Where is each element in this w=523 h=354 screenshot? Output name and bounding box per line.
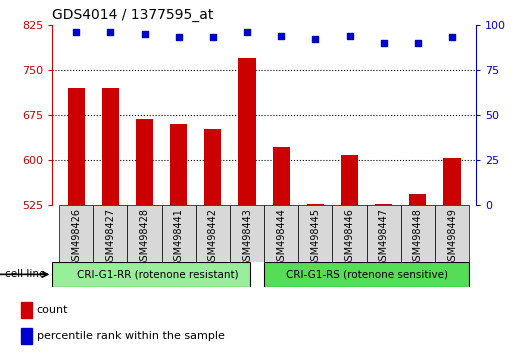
Bar [341,155,358,205]
Point [106,29,115,35]
Bar [333,205,367,262]
Point [345,33,354,39]
Text: GSM498426: GSM498426 [71,208,81,267]
Bar [238,58,256,205]
Bar [162,205,196,262]
Bar [375,204,392,205]
Text: GSM498428: GSM498428 [140,208,150,267]
Bar [367,205,401,262]
Point [448,35,456,40]
Text: GSM498448: GSM498448 [413,208,423,267]
Bar [20,328,31,344]
Text: GSM498449: GSM498449 [447,208,457,267]
Bar [204,129,221,205]
Text: CRI-G1-RS (rotenone sensitive): CRI-G1-RS (rotenone sensitive) [286,269,448,279]
Text: GSM498443: GSM498443 [242,208,252,267]
Text: percentile rank within the sample: percentile rank within the sample [37,331,224,341]
Bar [435,205,469,262]
Bar [230,205,264,262]
Point [209,35,217,40]
Text: CRI-G1-RR (rotenone resistant): CRI-G1-RR (rotenone resistant) [77,269,239,279]
Bar [136,119,153,205]
Bar [307,204,324,205]
Point [72,29,81,35]
Bar [52,262,251,287]
Bar [170,124,187,205]
Bar [264,262,469,287]
Point [311,36,320,42]
Bar [272,147,290,205]
Bar [102,88,119,205]
Text: cell line: cell line [5,269,46,279]
Text: GSM498427: GSM498427 [105,208,116,267]
Point [380,40,388,46]
Bar [128,205,162,262]
Text: GSM498447: GSM498447 [379,208,389,267]
Point [243,29,251,35]
Bar [93,205,128,262]
Point [175,35,183,40]
Text: GDS4014 / 1377595_at: GDS4014 / 1377595_at [52,8,214,22]
Bar [444,158,461,205]
Bar [264,205,298,262]
Bar [298,205,333,262]
Point [277,33,286,39]
Text: GSM498444: GSM498444 [276,208,286,267]
Bar [401,205,435,262]
Text: GSM498442: GSM498442 [208,208,218,267]
Bar [20,302,31,318]
Bar [410,194,426,205]
Text: count: count [37,305,68,315]
Text: GSM498446: GSM498446 [345,208,355,267]
Bar [59,205,93,262]
Point [414,40,422,46]
Text: GSM498441: GSM498441 [174,208,184,267]
Point [140,31,149,37]
Bar [196,205,230,262]
Bar [67,88,85,205]
Text: GSM498445: GSM498445 [310,208,321,267]
